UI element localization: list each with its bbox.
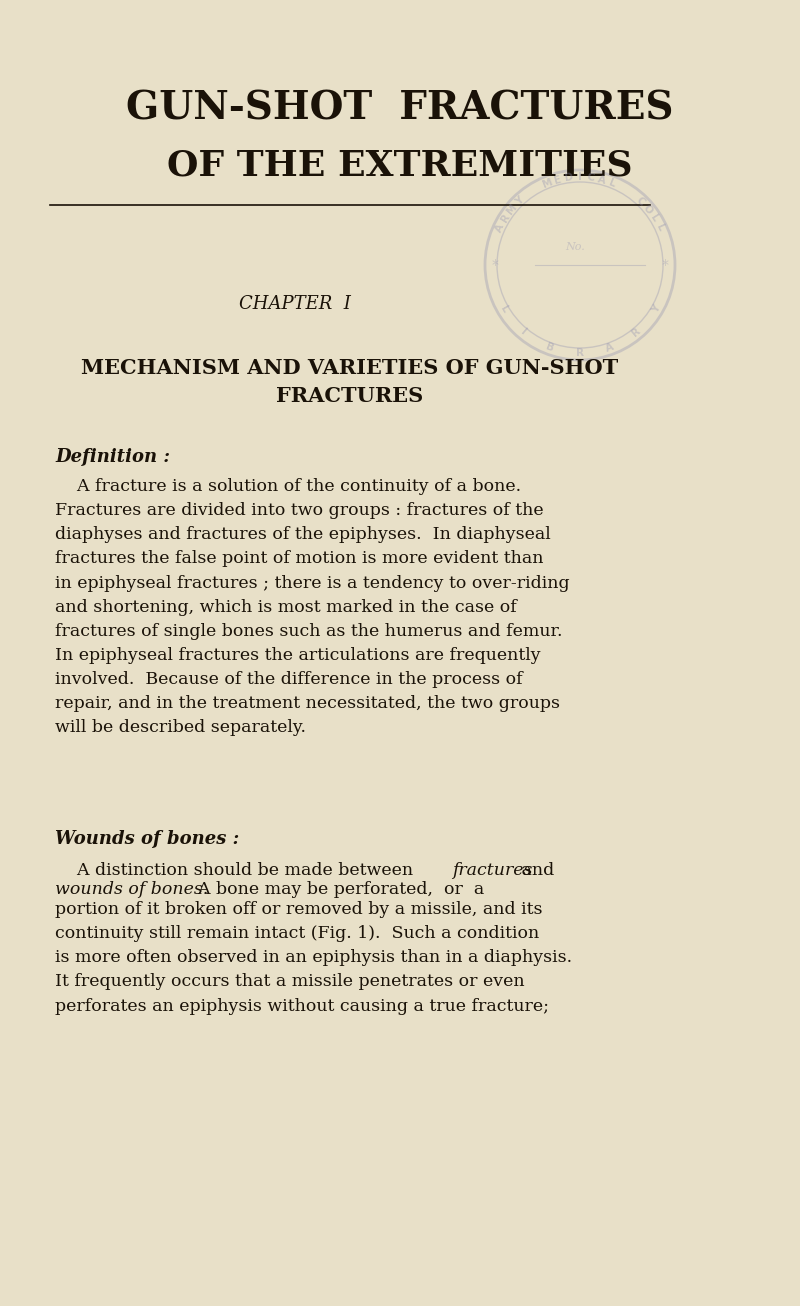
Text: L: L [498, 303, 510, 315]
Text: R: R [576, 347, 584, 358]
Text: M: M [505, 202, 519, 217]
Text: A bone may be perforated,  or  a: A bone may be perforated, or a [187, 882, 484, 899]
Text: B: B [545, 342, 555, 354]
Text: wounds of bones.: wounds of bones. [55, 882, 208, 899]
Text: Wounds of bones :: Wounds of bones : [55, 831, 239, 848]
Text: D: D [564, 172, 574, 183]
Text: R: R [630, 326, 643, 338]
Text: and: and [516, 862, 554, 879]
Text: A distinction should be made between: A distinction should be made between [55, 862, 418, 879]
Text: L: L [649, 213, 661, 223]
Text: *: * [662, 259, 669, 272]
Text: I: I [518, 328, 528, 337]
Text: Y: Y [650, 303, 662, 315]
Text: C: C [634, 195, 646, 208]
Text: A: A [597, 174, 607, 185]
Text: No.: No. [565, 242, 585, 252]
Text: MECHANISM AND VARIETIES OF GUN-SHOT
FRACTURES: MECHANISM AND VARIETIES OF GUN-SHOT FRAC… [82, 358, 618, 406]
Text: OF THE EXTREMITIES: OF THE EXTREMITIES [167, 148, 633, 182]
Text: Definition :: Definition : [55, 448, 170, 466]
Text: E: E [554, 174, 562, 185]
Text: L: L [654, 223, 666, 232]
Text: CHAPTER  I: CHAPTER I [239, 295, 351, 313]
Text: A: A [605, 342, 615, 354]
Text: GUN-SHOT  FRACTURES: GUN-SHOT FRACTURES [126, 90, 674, 128]
Text: portion of it broken off or removed by a missile, and its
continuity still remai: portion of it broken off or removed by a… [55, 901, 572, 1015]
Text: C: C [586, 172, 595, 183]
Text: M: M [541, 176, 554, 189]
Text: A: A [494, 222, 506, 234]
Text: fractures: fractures [452, 862, 532, 879]
Text: O: O [642, 202, 654, 215]
Text: A fracture is a solution of the continuity of a bone.
Fractures are divided into: A fracture is a solution of the continui… [55, 478, 570, 737]
Text: I: I [578, 172, 582, 182]
Text: L: L [607, 178, 618, 189]
Text: Y: Y [514, 195, 526, 208]
Text: *: * [491, 259, 498, 272]
Text: R: R [499, 212, 512, 225]
